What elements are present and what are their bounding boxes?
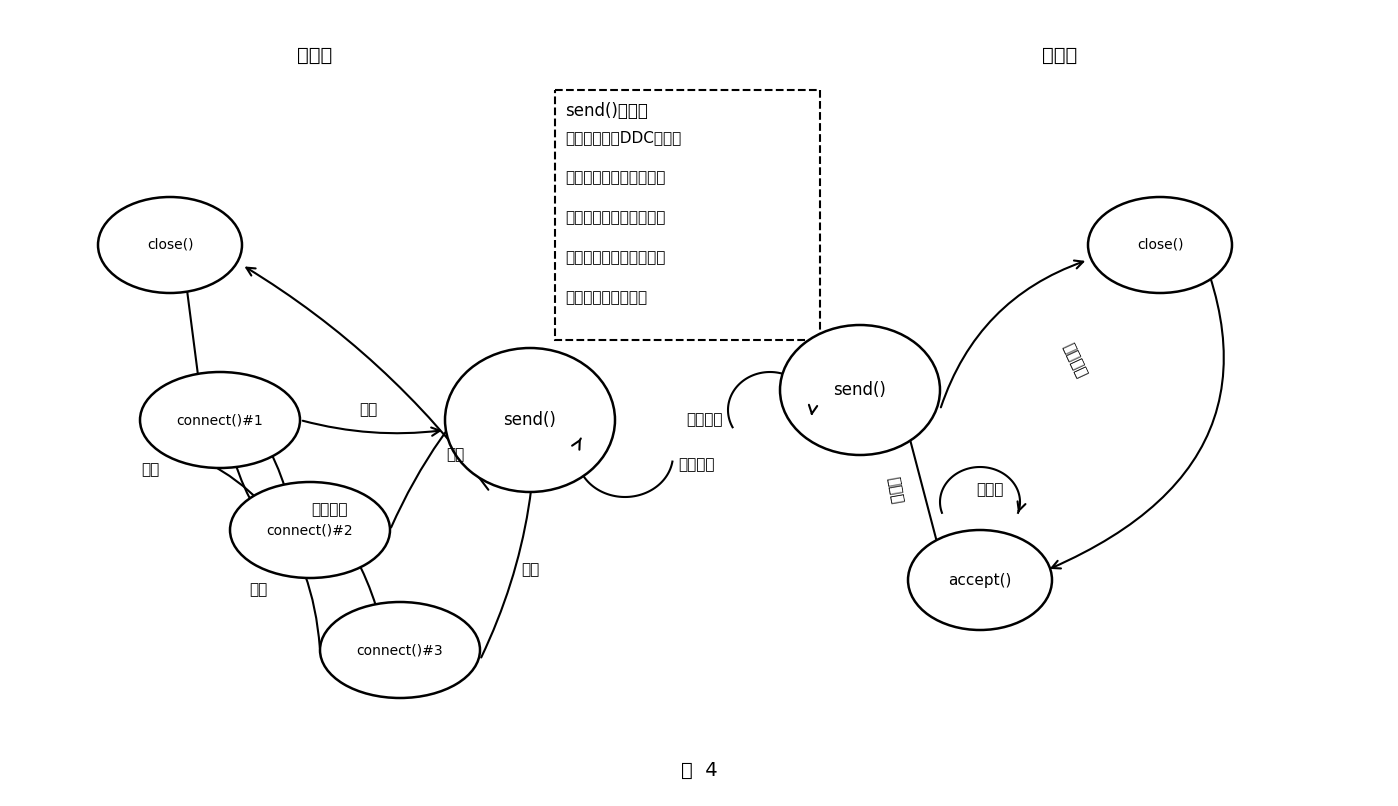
Ellipse shape bbox=[1088, 197, 1232, 293]
Text: 时间，发送空数据报: 时间，发送空数据报 bbox=[565, 290, 647, 305]
Text: 成功: 成功 bbox=[521, 563, 540, 578]
Text: send()状态：: send()状态： bbox=[565, 102, 647, 120]
Ellipse shape bbox=[231, 482, 390, 578]
Ellipse shape bbox=[98, 197, 242, 293]
Ellipse shape bbox=[780, 325, 939, 455]
Text: 图  4: 图 4 bbox=[681, 761, 717, 779]
Text: connect()#1: connect()#1 bbox=[176, 413, 263, 427]
Text: 块发送给管理计算机；如: 块发送给管理计算机；如 bbox=[565, 210, 665, 225]
Ellipse shape bbox=[907, 530, 1053, 630]
Text: 发送失败: 发送失败 bbox=[312, 502, 348, 517]
Text: close(): close() bbox=[1137, 238, 1183, 252]
Bar bbox=[555, 90, 821, 340]
Text: 服务器: 服务器 bbox=[1043, 45, 1078, 64]
Text: 成功: 成功 bbox=[359, 402, 377, 418]
Text: send(): send() bbox=[503, 411, 556, 429]
Text: 无连接: 无连接 bbox=[976, 483, 1004, 497]
Text: 失败: 失败 bbox=[249, 583, 267, 597]
Text: 发送失败: 发送失败 bbox=[1061, 340, 1089, 380]
Text: close(): close() bbox=[147, 238, 193, 252]
Text: 成功: 成功 bbox=[446, 447, 464, 463]
Text: 无状态变化，则间隔一定: 无状态变化，则间隔一定 bbox=[565, 250, 665, 265]
Text: connect()#2: connect()#2 bbox=[267, 523, 354, 537]
Ellipse shape bbox=[320, 602, 480, 698]
Text: accept(): accept() bbox=[948, 572, 1012, 588]
Ellipse shape bbox=[445, 348, 615, 492]
Text: 客户端: 客户端 bbox=[298, 45, 333, 64]
Text: 即将变化的设备状态数据: 即将变化的设备状态数据 bbox=[565, 170, 665, 185]
Text: 发送成功: 发送成功 bbox=[678, 458, 714, 472]
Text: 失败: 失败 bbox=[141, 463, 159, 477]
Text: send(): send() bbox=[833, 381, 886, 399]
Text: 有连接: 有连接 bbox=[885, 476, 905, 505]
Text: 发送成功: 发送成功 bbox=[686, 413, 723, 427]
Text: 每查询完一个DDC子站，: 每查询完一个DDC子站， bbox=[565, 130, 681, 145]
Text: connect()#3: connect()#3 bbox=[356, 643, 443, 657]
Ellipse shape bbox=[140, 372, 301, 468]
